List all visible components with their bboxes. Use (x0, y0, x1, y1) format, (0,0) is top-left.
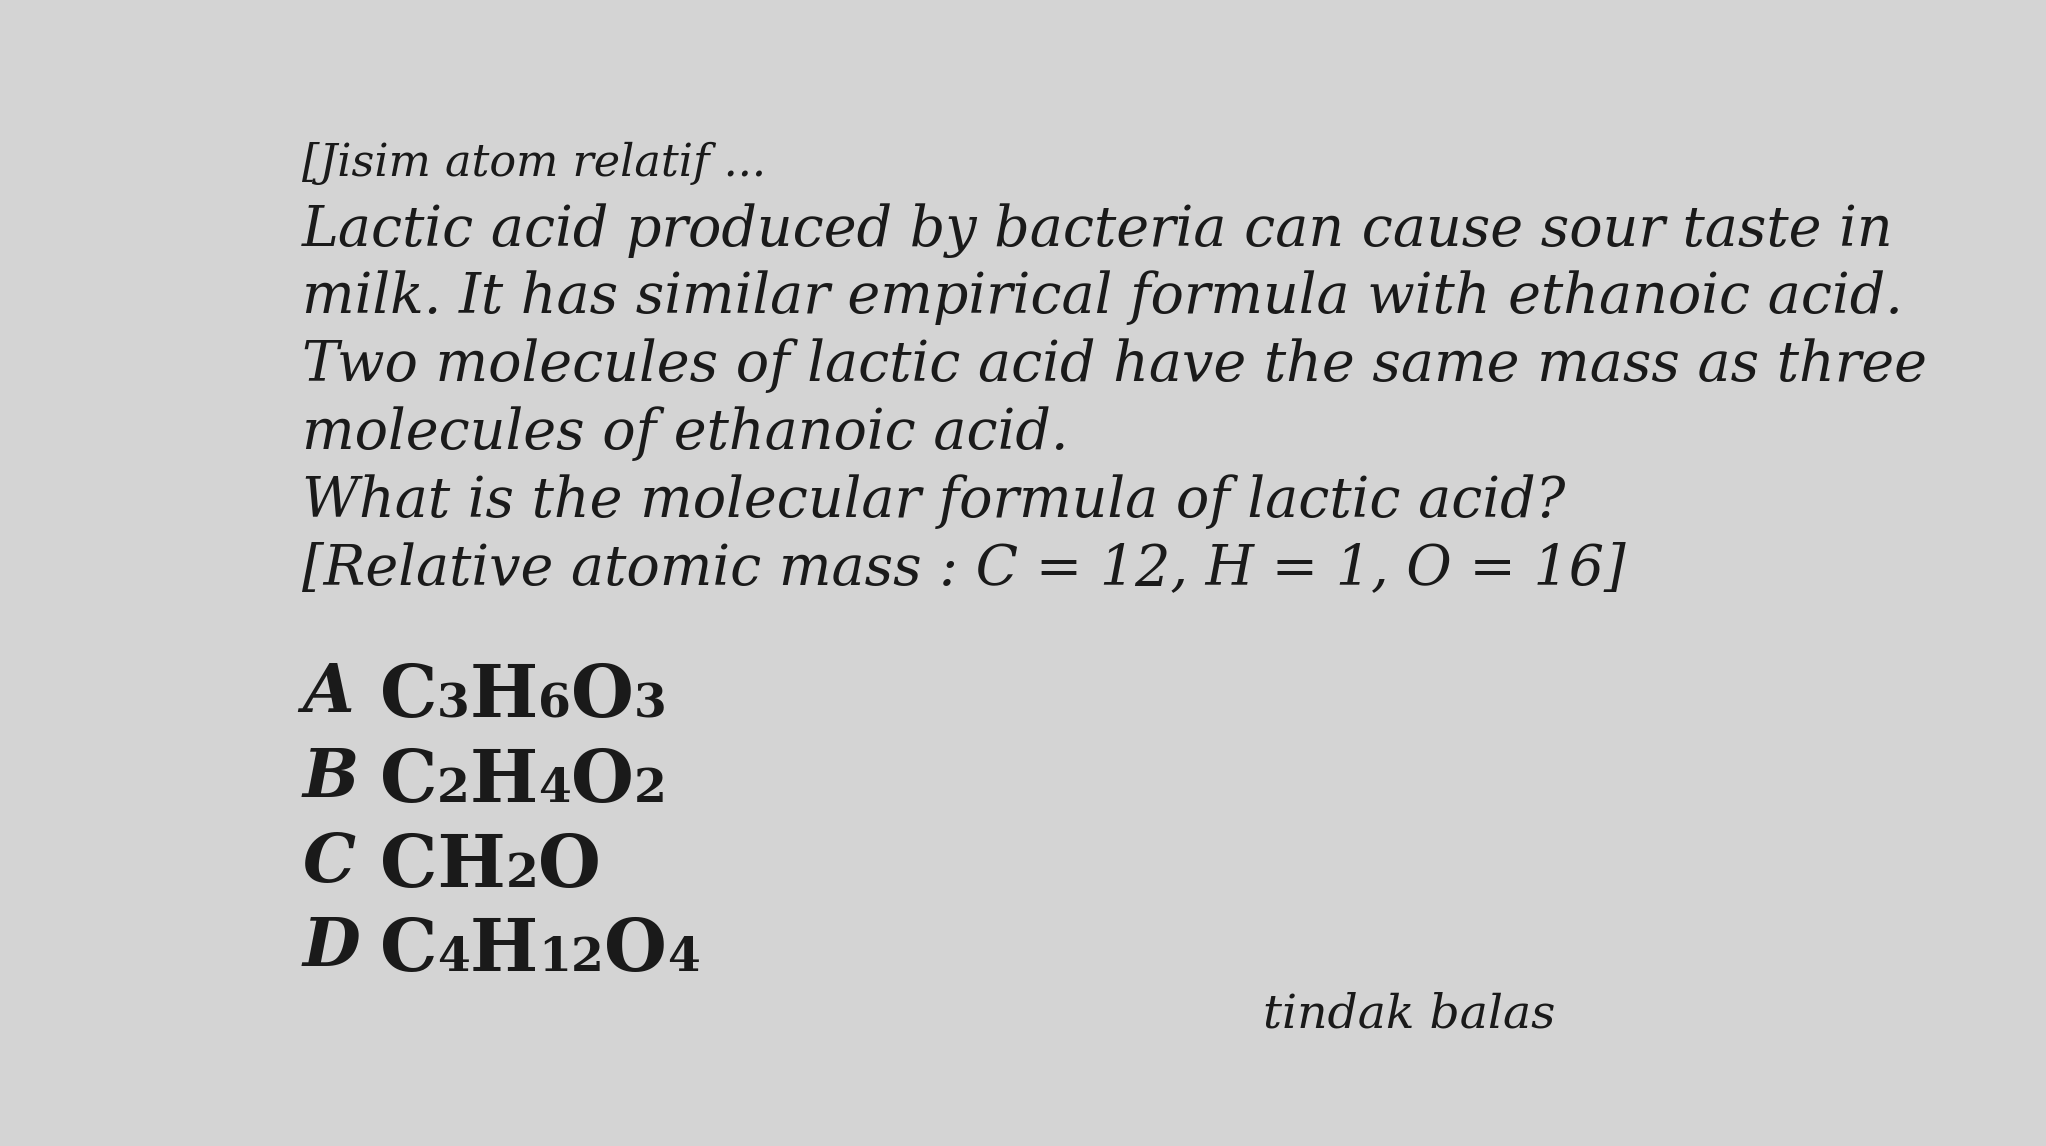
Text: tindak balas: tindak balas (1262, 992, 1555, 1037)
Text: Lactic acid produced by bacteria can cause sour taste in: Lactic acid produced by bacteria can cau… (303, 203, 1895, 258)
Text: CH: CH (381, 831, 505, 902)
Text: [Jisim atom relatif ...: [Jisim atom relatif ... (303, 141, 767, 185)
Text: What is the molecular formula of lactic acid?: What is the molecular formula of lactic … (303, 474, 1565, 528)
Text: 4: 4 (438, 935, 471, 981)
Text: 4: 4 (667, 935, 700, 981)
Text: milk. It has similar empirical formula with ethanoic acid.: milk. It has similar empirical formula w… (303, 270, 1903, 325)
Text: O: O (538, 831, 602, 902)
Text: Two molecules of lactic acid have the same mass as three: Two molecules of lactic acid have the sa… (303, 338, 1927, 393)
Text: 2: 2 (438, 766, 471, 811)
Text: 3: 3 (634, 681, 667, 728)
Text: O: O (604, 916, 667, 987)
Text: 3: 3 (438, 681, 471, 728)
Text: H: H (471, 746, 538, 817)
Text: H: H (471, 916, 538, 987)
Text: 2: 2 (505, 850, 538, 896)
Text: C: C (303, 831, 356, 895)
Text: B: B (303, 746, 358, 811)
Text: A: A (303, 661, 354, 727)
Text: C: C (381, 916, 438, 987)
Text: H: H (471, 661, 538, 732)
Text: 4: 4 (538, 766, 571, 811)
Text: 12: 12 (538, 935, 604, 981)
Text: [Relative atomic mass : C = 12, H = 1, O = 16]: [Relative atomic mass : C = 12, H = 1, O… (303, 542, 1627, 596)
Text: D: D (303, 916, 360, 980)
Text: O: O (571, 746, 634, 817)
Text: 6: 6 (538, 681, 571, 728)
Text: O: O (571, 661, 634, 732)
Text: C: C (381, 661, 438, 732)
Text: 2: 2 (634, 766, 667, 811)
Text: molecules of ethanoic acid.: molecules of ethanoic acid. (303, 406, 1068, 461)
Text: C: C (381, 746, 438, 817)
